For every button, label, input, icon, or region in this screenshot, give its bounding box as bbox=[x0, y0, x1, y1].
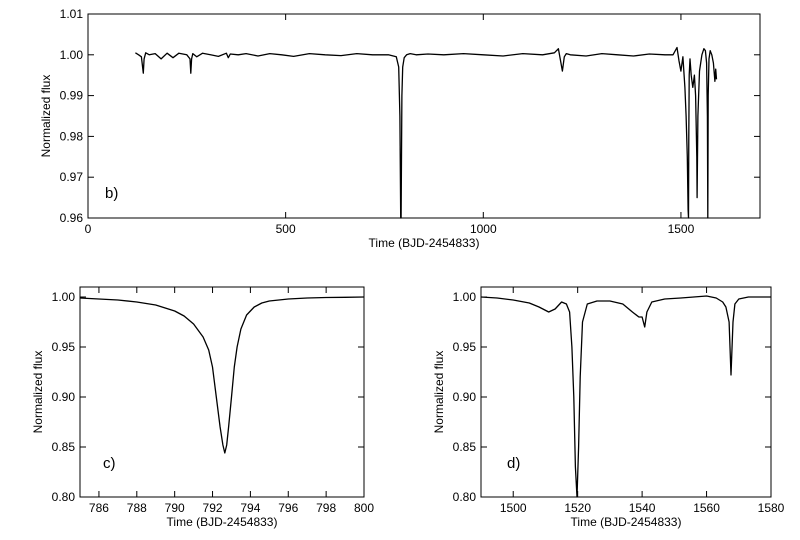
x-tick-label: 1500 bbox=[500, 501, 527, 515]
y-tick-label: 1.00 bbox=[453, 290, 477, 304]
y-tick-label: 0.95 bbox=[453, 340, 477, 354]
x-tick-label: 500 bbox=[276, 222, 296, 236]
x-axis-label: Time (BJD-2454833) bbox=[571, 515, 682, 529]
y-tick-label: 0.90 bbox=[52, 390, 76, 404]
x-tick-label: 1580 bbox=[758, 501, 785, 515]
y-tick-label: 0.96 bbox=[60, 211, 84, 225]
x-axis-label: Time (BJD-2454833) bbox=[167, 515, 278, 529]
plot-frame bbox=[480, 286, 772, 498]
series-line bbox=[135, 46, 718, 219]
panel-label: d) bbox=[507, 455, 520, 472]
panel-label: c) bbox=[103, 455, 116, 472]
y-axis-label: Normalized flux bbox=[432, 351, 446, 434]
y-tick-label: 0.80 bbox=[52, 490, 76, 504]
x-tick-label: 796 bbox=[278, 501, 298, 515]
x-tick-label: 1540 bbox=[629, 501, 656, 515]
y-axis-label: Normalized flux bbox=[39, 75, 53, 158]
y-tick-label: 0.85 bbox=[52, 440, 76, 454]
x-tick-label: 786 bbox=[89, 501, 109, 515]
x-tick-label: 0 bbox=[85, 222, 92, 236]
plot-frame bbox=[87, 13, 761, 219]
series-line bbox=[79, 296, 365, 454]
y-tick-label: 0.80 bbox=[453, 490, 477, 504]
x-tick-label: 794 bbox=[240, 501, 260, 515]
y-tick-label: 0.85 bbox=[453, 440, 477, 454]
series-line bbox=[480, 295, 771, 498]
x-tick-label: 792 bbox=[203, 501, 223, 515]
panel-label: b) bbox=[105, 185, 118, 202]
x-tick-label: 1000 bbox=[470, 222, 497, 236]
x-axis-label: Time (BJD-2454833) bbox=[369, 236, 480, 250]
x-tick-label: 1500 bbox=[668, 222, 695, 236]
x-tick-label: 798 bbox=[316, 501, 336, 515]
y-tick-label: 0.97 bbox=[60, 170, 84, 184]
y-axis-label: Normalized flux bbox=[31, 351, 45, 434]
y-tick-label: 1.00 bbox=[60, 48, 84, 62]
y-tick-label: 0.95 bbox=[52, 340, 76, 354]
x-tick-label: 1560 bbox=[693, 501, 720, 515]
x-tick-label: 790 bbox=[165, 501, 185, 515]
y-tick-label: 1.01 bbox=[60, 7, 84, 21]
y-tick-label: 0.90 bbox=[453, 390, 477, 404]
x-tick-label: 800 bbox=[354, 501, 374, 515]
x-tick-label: 788 bbox=[127, 501, 147, 515]
plot-frame bbox=[79, 286, 365, 498]
y-tick-label: 1.00 bbox=[52, 290, 76, 304]
y-tick-label: 0.98 bbox=[60, 129, 84, 143]
x-tick-label: 1520 bbox=[564, 501, 591, 515]
y-tick-label: 0.99 bbox=[60, 89, 84, 103]
